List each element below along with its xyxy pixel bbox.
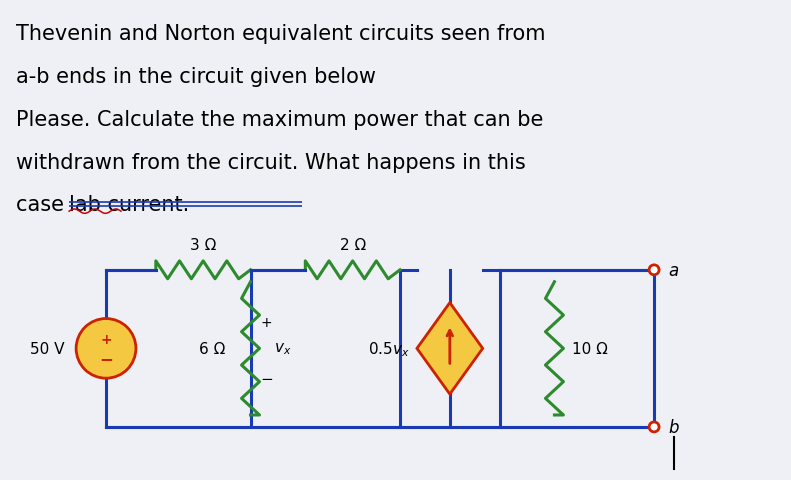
Text: $0.5v_x$: $0.5v_x$ (369, 339, 410, 358)
Text: 2 Ω: 2 Ω (339, 238, 365, 252)
Text: +: + (260, 315, 272, 329)
Polygon shape (417, 303, 483, 394)
Text: lab current.: lab current. (69, 195, 189, 215)
Text: +: + (100, 333, 112, 347)
Text: a: a (668, 261, 679, 279)
Text: 50 V: 50 V (30, 341, 64, 356)
Text: Please. Calculate the maximum power that can be: Please. Calculate the maximum power that… (17, 109, 543, 130)
Text: withdrawn from the circuit. What happens in this: withdrawn from the circuit. What happens… (17, 152, 526, 172)
Text: 10 Ω: 10 Ω (573, 341, 608, 356)
Circle shape (649, 422, 659, 432)
Text: b: b (668, 418, 679, 436)
Text: $v_x$: $v_x$ (274, 341, 292, 357)
Text: case: case (17, 195, 71, 215)
Circle shape (76, 319, 136, 378)
Circle shape (649, 265, 659, 275)
Text: a-b ends in the circuit given below: a-b ends in the circuit given below (17, 67, 377, 87)
Text: −: − (260, 371, 273, 386)
Text: 6 Ω: 6 Ω (199, 341, 225, 356)
Text: −: − (99, 349, 113, 368)
Text: 3 Ω: 3 Ω (190, 238, 217, 252)
Text: Thevenin and Norton equivalent circuits seen from: Thevenin and Norton equivalent circuits … (17, 24, 546, 44)
